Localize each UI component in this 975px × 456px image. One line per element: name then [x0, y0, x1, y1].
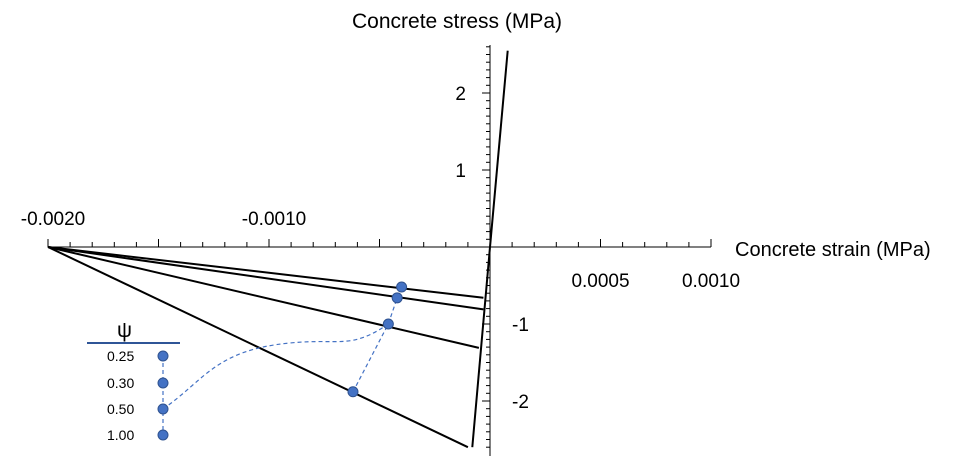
x-tick-label: -0.0010 — [242, 209, 306, 230]
y-tick-label: -2 — [512, 392, 529, 413]
legend-marker — [157, 350, 169, 362]
x-tick-label: 0.0005 — [571, 271, 629, 292]
unloading-line — [47, 246, 480, 349]
psi-marker — [391, 292, 403, 304]
y-axis-title: Concrete stress (MPa) — [352, 10, 562, 33]
legend-leader-curve — [162, 323, 389, 410]
x-tick-label: 0.0010 — [682, 271, 740, 292]
backbone-line — [471, 50, 509, 448]
psi-marker — [396, 281, 408, 293]
legend-entry-label: 0.25 — [107, 348, 134, 364]
x-axis-title: Concrete strain (MPa) — [735, 239, 931, 261]
legend-marker — [157, 429, 169, 441]
unloading-line — [47, 246, 469, 449]
data-lines — [47, 50, 509, 449]
marker-connector — [352, 286, 403, 393]
unloading-line — [47, 246, 484, 311]
legend-title: ψ — [117, 319, 132, 342]
psi-marker — [347, 386, 359, 398]
x-tick-label: -0.0020 — [21, 209, 85, 230]
legend: ψ 0.25 0.30 0.50 1.00 — [87, 319, 389, 443]
y-tick-label: 2 — [455, 84, 466, 105]
y-tick-label: -1 — [512, 315, 529, 336]
psi-connector — [352, 286, 403, 393]
legend-entry-label: 1.00 — [107, 427, 134, 443]
axis-labels: Concrete stress (MPa) Concrete strain (M… — [21, 10, 931, 413]
axes — [47, 45, 712, 456]
legend-marker — [157, 377, 169, 389]
y-tick-label: 1 — [455, 161, 466, 182]
legend-entry-label: 0.30 — [107, 375, 134, 391]
unloading-line — [47, 246, 484, 299]
legend-entry-label: 0.50 — [107, 401, 134, 417]
